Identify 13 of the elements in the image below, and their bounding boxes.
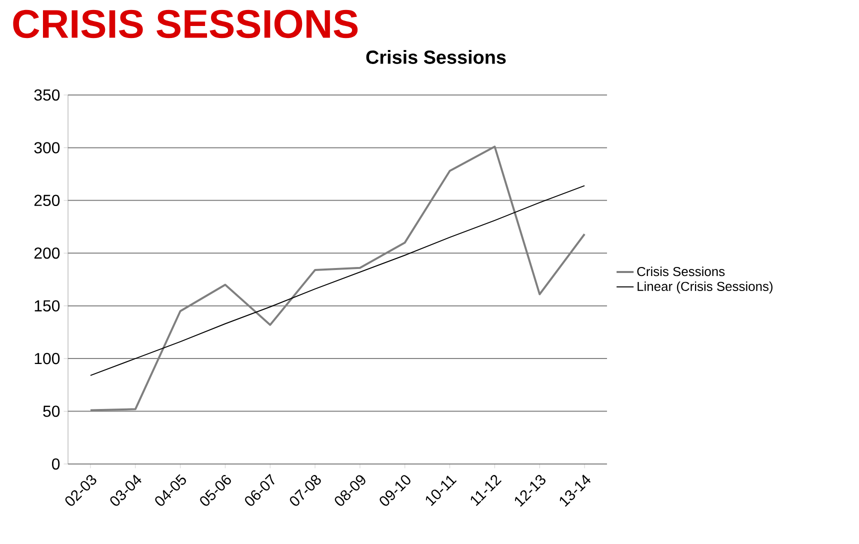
legend-label: Crisis Sessions: [637, 266, 725, 276]
y-tick-label: 0: [52, 458, 60, 470]
chart-subtitle: Crisis Sessions: [366, 50, 506, 64]
chart-title: CRISIS SESSIONS: [13, 10, 358, 38]
y-tick-label: 350: [34, 89, 60, 101]
line-series: [89, 146, 586, 412]
y-tick-label: 150: [34, 300, 60, 312]
y-tick-label: 50: [43, 406, 60, 417]
y-tick-label: 200: [34, 247, 60, 259]
y-tick-label: 300: [34, 142, 60, 154]
y-tick-label: 250: [34, 194, 60, 206]
legend-label: Linear (Crisis Sessions): [638, 281, 772, 294]
y-tick-label: 100: [34, 352, 60, 364]
